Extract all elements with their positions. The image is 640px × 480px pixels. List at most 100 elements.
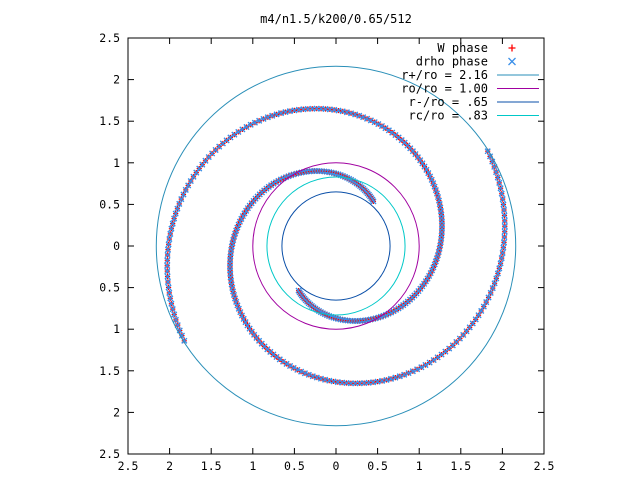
x-tick-label: 1 [416,459,423,473]
y-tick-label: 2 [113,405,120,419]
legend-label: ro/ro = 1.00 [401,82,488,96]
drho-phase-marker [167,295,174,302]
drho-phase-marker [164,257,171,264]
drho-phase-marker [494,174,501,181]
y-tick-label: 2 [113,73,120,87]
drho-phase-marker [264,114,271,121]
drho-phase-marker [500,206,508,214]
drho-phase-marker [486,153,494,160]
data-points [164,105,508,387]
drho-phase-marker [430,356,437,364]
drho-phase-marker [500,244,507,251]
drho-phase-marker [478,307,485,315]
drho-phase-marker [387,375,395,382]
legend-label: W phase [437,41,488,55]
drho-phase-marker [498,190,505,197]
drho-phase-marker [501,233,508,241]
drho-phase-marker [178,196,185,203]
chart-title: m4/n1.5/k200/0.65/512 [260,12,412,26]
y-tick-label: 0.5 [99,197,120,211]
drho-phase-marker [196,165,203,172]
drho-phase-marker [166,289,173,296]
drho-phase-marker [392,374,399,381]
x-tick-label: 1.5 [450,459,471,473]
legend-marker-sample [508,44,516,52]
drho-phase-marker [243,123,250,131]
drho-phase-marker [231,131,238,138]
drho-phase-marker [493,169,500,176]
x-tick-label: 1.5 [201,459,222,473]
drho-phase-marker [487,289,494,296]
drho-phase-marker [171,215,178,222]
drho-phase-marker [168,225,175,232]
y-tick-label: 1.5 [99,114,120,128]
drho-phase-marker [472,316,479,323]
drho-phase-marker [164,251,171,259]
drho-phase-marker [273,111,280,118]
drho-phase-marker [291,107,298,114]
x-tick-label: 2.5 [534,459,555,473]
x-tick-label: 0.5 [367,459,388,473]
x-tick-label: 1 [249,459,256,473]
drho-phase-marker [176,200,183,207]
axis-ticks: 2.5 2 1.5 1 0.5 0 0.5 1 1.5 2 2.52.521.510.500.511… [99,31,554,473]
circle-2 [281,191,391,301]
drho-phase-marker [401,371,408,378]
drho-phase-marker [494,270,501,277]
drho-phase-marker [378,377,386,384]
drho-phase-marker [277,110,285,117]
x-tick-label: 0.5 [284,459,305,473]
drho-phase-marker [493,275,500,282]
legend-label: drho phase [416,55,488,69]
drho-phase-marker [501,212,508,219]
drho-phase-marker [499,249,506,257]
drho-phase-marker [169,306,176,313]
drho-phase-marker [187,177,194,185]
drho-phase-marker [164,268,171,275]
circle-0 [155,65,517,427]
x-tick-label: 0 [333,459,340,473]
drho-phase-marker [422,361,429,369]
drho-phase-marker [485,294,492,301]
drho-phase-marker [164,262,171,269]
drho-phase-marker [167,230,174,237]
drho-phase-marker [166,235,173,243]
drho-phase-marker [434,193,442,201]
drho-phase-marker [185,182,192,189]
drho-phase-marker [475,312,482,319]
drho-phase-marker [480,303,487,310]
drho-phase-marker [434,354,441,361]
drho-phase-marker [165,284,172,291]
y-tick-label: 0 [113,239,120,253]
drho-phase-marker [168,300,175,307]
drho-phase-marker [469,320,476,327]
drho-phase-marker [235,128,242,136]
drho-phase-marker [396,373,403,380]
drho-phase-marker [499,196,506,203]
legend-label: r-/ro = .65 [409,95,488,109]
drho-phase-marker [491,280,498,287]
drho-phase-marker [282,108,289,116]
drho-phase-marker [496,179,503,186]
drho-phase-marker [496,265,503,272]
drho-phase-marker [172,316,179,323]
drho-phase-marker [180,191,187,198]
drho-phase-marker [172,210,179,217]
drho-phase-marker [500,239,508,246]
drho-phase-marker [500,201,507,208]
drho-phase-marker [383,376,390,384]
drho-phase-marker [165,241,172,248]
drho-phase-marker [501,217,508,224]
legend-label: r+/ro = 2.16 [401,68,488,82]
y-tick-label: 2.5 [99,31,120,45]
drho-phase-marker [374,378,381,385]
drho-phase-marker [164,278,172,286]
drho-phase-marker [230,291,238,299]
x-tick-label: 2 [499,459,506,473]
drho-phase-marker [178,332,186,339]
drho-phase-marker [190,173,197,180]
y-tick-label: 1.5 [99,364,120,378]
drho-phase-marker [164,246,172,253]
